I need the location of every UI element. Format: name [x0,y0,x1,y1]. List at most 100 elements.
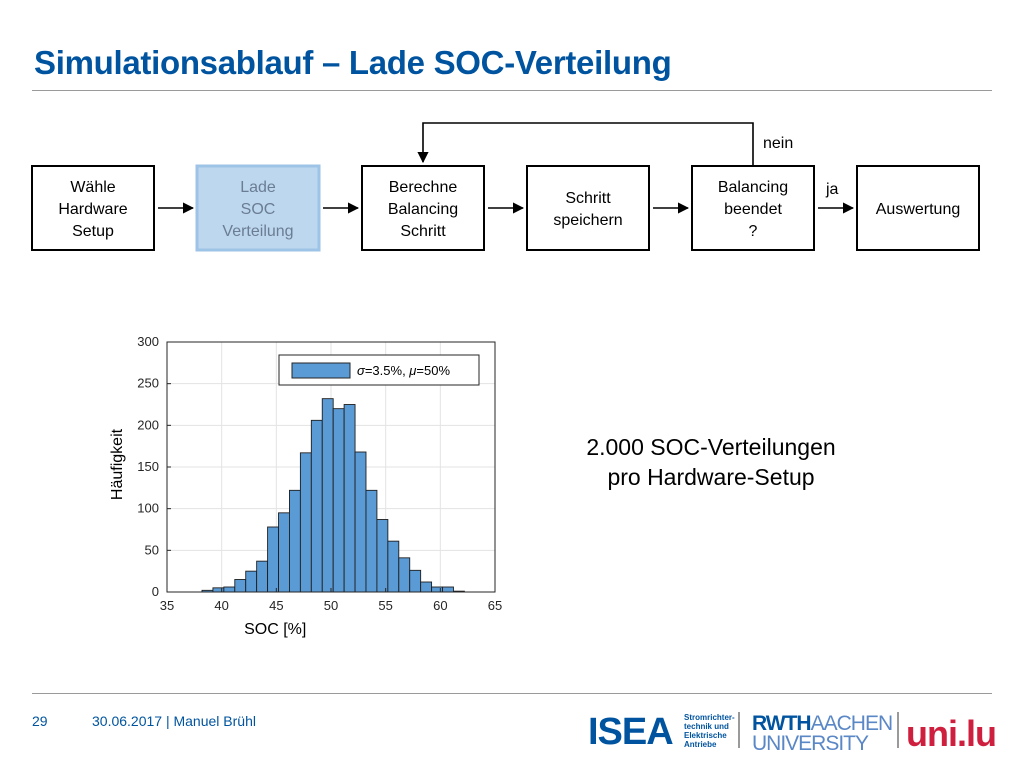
y-axis-label: Häufigkeit [109,428,126,500]
y-tick-label: 250 [137,376,159,391]
flow-box-4: Schritt speichern [526,165,650,251]
flow-box-label: Verteilung [222,223,293,240]
footer-date-author: 30.06.2017 | Manuel Brühl [92,713,256,729]
x-axis-label: SOC [%] [244,621,306,638]
rwth-university-text: UNIVERSITY [752,732,869,754]
legend-label: σ=3.5%, μ=50% [357,363,450,378]
legend-sigma-value: =3.5%, [365,363,409,378]
legend-mu-value: =50% [416,363,450,378]
loop-label-nein: nein [763,135,793,152]
flow-box-label: Schritt [565,190,611,207]
histogram-bar [420,581,433,593]
x-tick-label: 40 [214,598,228,613]
histogram-bar [387,540,400,593]
histogram-bar [332,408,345,593]
unilu-logo: uni.lu [906,713,997,754]
x-tick-label: 60 [433,598,447,613]
title-divider [32,90,992,91]
note-line-1: 2.000 SOC-Verteilungen [586,434,836,460]
footer-logos: ISEA Stromrichter- technik und Elektrisc… [588,711,997,754]
footer-divider [32,693,992,694]
slide-title: Simulationsablauf – Lade SOC-Verteilung [34,44,672,81]
x-tick-label: 45 [269,598,283,613]
y-tick-label: 300 [137,334,159,349]
flow-loop-arrow [417,122,754,166]
histogram-bar [442,586,454,593]
flow-box-6: Auswertung [856,165,980,251]
isea-logo-text: ISEA [588,711,673,753]
flow-box-label: Setup [72,223,114,240]
flow-box-label: Balancing [388,201,458,218]
x-tick-label: 65 [488,598,502,613]
legend-sigma-symbol: σ [357,363,366,378]
histogram-bar [354,451,367,593]
histogram-bar [365,489,378,593]
flow-box-label: beendet [724,201,782,218]
flow-box-label: ? [749,223,758,240]
legend-mu-symbol: μ [408,363,416,378]
logo-divider-2 [897,712,899,748]
histogram-bar [256,560,269,593]
flow-box-1: Wähle Hardware Setup [31,165,155,251]
flow-box-3: Berechne Balancing Schritt [361,165,485,251]
rwth-text: RWTHAACHEN [752,712,892,735]
note-line-2: pro Hardware-Setup [607,464,815,490]
flow-box-2: Lade SOC Verteilung [195,164,321,252]
histogram-bar [398,557,411,593]
x-tick-label: 50 [324,598,338,613]
isea-sub-3: Elektrische [684,731,727,740]
flow-box-frame [31,165,155,251]
flow-box-frame [526,165,650,251]
histogram-bar [267,526,279,593]
unilu-text: uni.lu [906,713,996,754]
isea-sub-1: Stromrichter- [684,713,735,722]
flow-diagram: Wähle Hardware Setup Lade SOC Verteilung Berec… [31,122,980,252]
logo-divider-1 [738,712,740,748]
flow-box-label: Schritt [400,223,446,240]
page-number: 29 [32,713,48,729]
histogram-bar [223,586,236,593]
flow-box-label: Lade [240,179,276,196]
histogram-bar [409,569,422,593]
flow-box-5: Balancing beendet? [691,165,815,251]
histogram-bar [431,586,443,593]
isea-sub-4: Antriebe [684,740,717,749]
flow-box-frame [361,165,485,251]
flow-box-label: Hardware [58,201,127,218]
flow-box-frame [195,164,321,252]
x-tick-label: 55 [378,598,392,613]
flow-box-label: speichern [553,212,622,229]
histogram-bar [321,398,334,593]
flow-box-label: SOC [241,201,276,218]
flow-box-label: Auswertung [876,201,961,218]
y-tick-label: 50 [145,542,159,557]
histogram-bar [289,489,301,593]
distribution-note: 2.000 SOC-Verteilungen pro Hardware-Setu… [556,432,866,492]
flow-box-frame [856,165,980,251]
histogram-bar [299,452,312,593]
y-tick-label: 0 [152,584,159,599]
y-tick-label: 150 [137,459,159,474]
flow-box-label: Balancing [718,179,788,196]
legend: σ=3.5%, μ=50% [278,354,480,386]
flow-box-label: Berechne [389,179,458,196]
x-tick-label: 35 [160,598,174,613]
histogram-bar [310,419,323,593]
histogram-bar [376,519,389,593]
y-tick-label: 200 [137,417,159,432]
flow-box-frame [691,165,815,251]
flow-box-label: Wähle [70,179,115,196]
rwth-logo-aachen: AACHEN [811,712,893,735]
histogram-bar [234,579,247,593]
yes-label-ja: ja [825,181,839,198]
histogram-chart: 35 40 45 50 55 60 65 0 50 100 150 200 250 300 σ=3.5%,… [109,334,502,638]
isea-logo: ISEA Stromrichter- technik und Elektrisc… [588,711,735,753]
y-tick-label: 100 [137,501,159,516]
histogram-bar [278,512,290,593]
isea-sub-2: technik und [684,722,729,731]
rwth-logo: RWTHAACHEN UNIVERSITY [752,712,893,754]
histogram-bar [212,587,225,593]
rwth-logo-rwth: RWTH [752,712,811,735]
histogram-bar [245,570,258,593]
histogram-bar [343,404,356,593]
